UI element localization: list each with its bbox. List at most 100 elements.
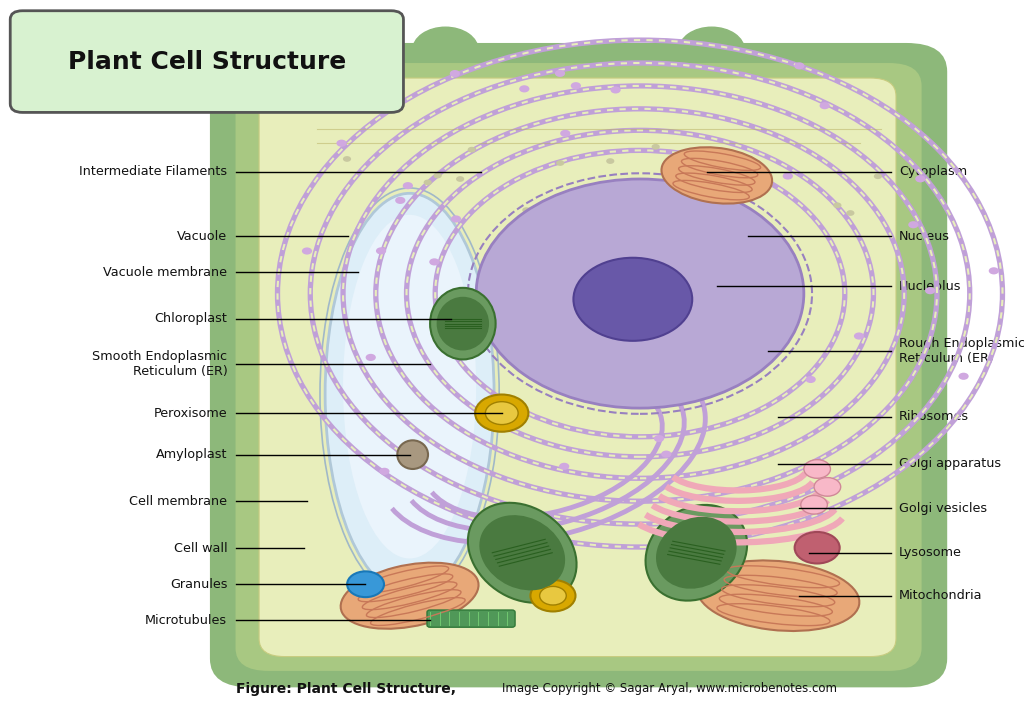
- Ellipse shape: [468, 503, 577, 603]
- FancyBboxPatch shape: [210, 43, 947, 687]
- Circle shape: [556, 160, 564, 166]
- Text: Chloroplast: Chloroplast: [155, 312, 227, 325]
- Circle shape: [570, 82, 581, 90]
- Circle shape: [989, 267, 999, 274]
- Circle shape: [475, 395, 528, 432]
- Ellipse shape: [326, 193, 495, 594]
- Circle shape: [302, 248, 312, 255]
- Text: Amyloplast: Amyloplast: [156, 448, 227, 461]
- Circle shape: [456, 176, 464, 182]
- Circle shape: [429, 258, 439, 266]
- Circle shape: [343, 156, 351, 162]
- Circle shape: [846, 211, 854, 216]
- Circle shape: [450, 70, 460, 77]
- Circle shape: [347, 571, 384, 597]
- FancyBboxPatch shape: [10, 11, 403, 112]
- Text: Intermediate Filaments: Intermediate Filaments: [79, 165, 227, 178]
- Text: Mitochondria: Mitochondria: [899, 589, 983, 602]
- Circle shape: [366, 354, 376, 361]
- Circle shape: [795, 62, 805, 69]
- Text: Nucleolus: Nucleolus: [899, 280, 962, 293]
- Circle shape: [925, 287, 935, 294]
- Ellipse shape: [645, 505, 748, 601]
- FancyBboxPatch shape: [427, 610, 515, 627]
- Ellipse shape: [341, 563, 478, 629]
- Circle shape: [610, 87, 621, 94]
- Circle shape: [654, 435, 665, 442]
- Circle shape: [854, 332, 864, 339]
- Circle shape: [485, 402, 518, 425]
- Circle shape: [379, 468, 389, 475]
- Ellipse shape: [656, 517, 736, 589]
- Circle shape: [662, 450, 672, 458]
- Circle shape: [806, 376, 816, 383]
- Circle shape: [530, 580, 575, 611]
- Circle shape: [451, 216, 461, 223]
- Circle shape: [883, 345, 940, 385]
- Circle shape: [915, 175, 926, 183]
- Circle shape: [804, 460, 830, 478]
- Circle shape: [908, 221, 919, 228]
- Circle shape: [795, 532, 840, 563]
- Circle shape: [522, 207, 530, 213]
- Circle shape: [698, 155, 707, 160]
- Text: Granules: Granules: [170, 578, 227, 591]
- Circle shape: [540, 586, 566, 605]
- Text: Cell membrane: Cell membrane: [129, 495, 227, 508]
- Ellipse shape: [343, 215, 476, 558]
- Text: Smooth Endoplasmic
Reticulum (ER): Smooth Endoplasmic Reticulum (ER): [92, 349, 227, 378]
- Ellipse shape: [662, 147, 772, 203]
- Text: Lysosome: Lysosome: [899, 546, 962, 559]
- Text: Nucleus: Nucleus: [899, 230, 950, 243]
- Circle shape: [651, 144, 659, 150]
- Circle shape: [819, 102, 829, 110]
- Circle shape: [468, 147, 476, 153]
- Circle shape: [402, 182, 413, 189]
- Circle shape: [593, 207, 601, 213]
- Text: Peroxisome: Peroxisome: [154, 407, 227, 420]
- Circle shape: [814, 478, 841, 496]
- Circle shape: [433, 173, 441, 178]
- Circle shape: [395, 197, 406, 204]
- Circle shape: [801, 495, 827, 514]
- Circle shape: [958, 373, 969, 380]
- Circle shape: [476, 179, 804, 408]
- FancyBboxPatch shape: [259, 78, 896, 657]
- Circle shape: [672, 526, 682, 533]
- Text: Plant Cell Structure: Plant Cell Structure: [68, 49, 346, 74]
- Circle shape: [606, 158, 614, 164]
- FancyBboxPatch shape: [236, 63, 922, 671]
- Circle shape: [834, 203, 842, 208]
- Circle shape: [692, 178, 700, 184]
- Text: Microtubules: Microtubules: [145, 614, 227, 626]
- Ellipse shape: [397, 440, 428, 469]
- Circle shape: [573, 258, 692, 341]
- Text: Cytoplasm: Cytoplasm: [899, 165, 968, 178]
- Ellipse shape: [430, 288, 496, 359]
- Circle shape: [376, 247, 386, 254]
- Text: Ribosomes: Ribosomes: [899, 410, 969, 423]
- Circle shape: [217, 345, 274, 385]
- Circle shape: [782, 173, 793, 180]
- Circle shape: [498, 400, 508, 407]
- Text: Vacuole membrane: Vacuole membrane: [103, 266, 227, 279]
- Text: Vacuole: Vacuole: [177, 230, 227, 243]
- Circle shape: [555, 69, 565, 77]
- Ellipse shape: [479, 515, 565, 591]
- Text: Image Copyright © Sagar Aryal, www.microbenotes.com: Image Copyright © Sagar Aryal, www.micro…: [502, 682, 837, 695]
- Circle shape: [519, 85, 529, 92]
- Text: Golgi apparatus: Golgi apparatus: [899, 458, 1001, 470]
- Ellipse shape: [697, 561, 859, 631]
- Text: Cell wall: Cell wall: [174, 542, 227, 555]
- Circle shape: [559, 463, 569, 470]
- Circle shape: [424, 180, 432, 185]
- Circle shape: [337, 140, 347, 147]
- Circle shape: [413, 27, 478, 73]
- Circle shape: [560, 130, 570, 137]
- Circle shape: [873, 173, 882, 179]
- Ellipse shape: [436, 296, 489, 350]
- Text: Rough Endoplasmic
Reticulum (ER): Rough Endoplasmic Reticulum (ER): [899, 337, 1024, 365]
- Text: Figure: Plant Cell Structure,: Figure: Plant Cell Structure,: [236, 682, 456, 696]
- Circle shape: [679, 27, 744, 73]
- Text: Golgi vesicles: Golgi vesicles: [899, 502, 987, 515]
